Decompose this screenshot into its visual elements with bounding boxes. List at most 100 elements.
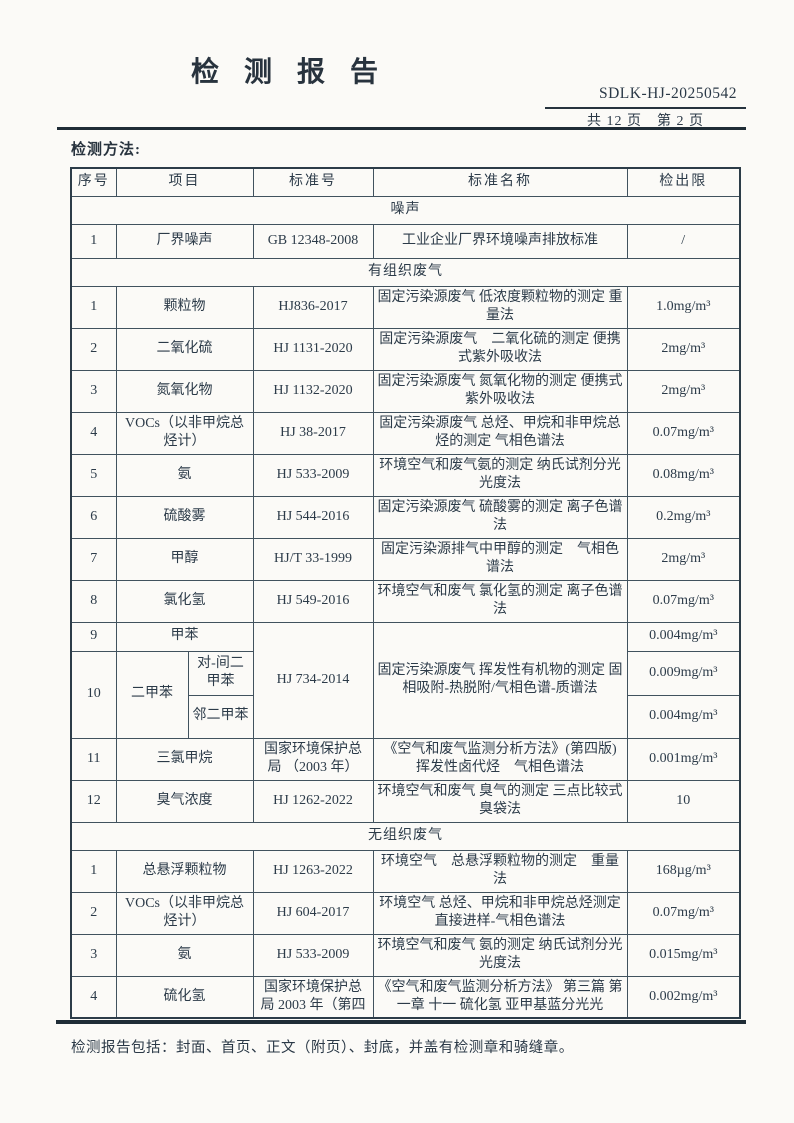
section-row-unorganized: 无组织废气 — [70, 821, 741, 851]
report-number: SDLK-HJ-20250542 — [598, 85, 737, 102]
table-row: 1 颗粒物 HJ836-2017 固定污染源废气 低浓度颗粒物的测定 重量法 1… — [70, 285, 741, 329]
cell-seq: 3 — [70, 933, 117, 977]
cell-seq: 2 — [70, 891, 117, 935]
unorganized-rows: 1 总悬浮颗粒物 HJ 1263-2022 环境空气 总悬浮颗粒物的测定 重量法… — [70, 849, 741, 1019]
cell-limit: 0.004mg/m³ — [626, 694, 741, 739]
cell-item: 厂界噪声 — [115, 223, 254, 259]
table-row: 5 氨 HJ 533-2009 环境空气和废气氨的测定 纳氏试剂分光光度法 0.… — [70, 453, 741, 497]
cell-limit: 0.001mg/m³ — [626, 737, 741, 781]
cell-item: 硫化氢 — [115, 975, 254, 1019]
col-header-limit: 检出限 — [626, 167, 741, 197]
cell-standard-no: 国家环境保护总局 （2003 年） — [252, 737, 374, 781]
cell-seq: 6 — [70, 495, 117, 539]
cell-seq: 12 — [70, 779, 117, 823]
table-row-toluene: 9 甲苯 HJ 734-2014 固定污染源废气 挥发性有机物的测定 固相吸附-… — [70, 621, 741, 739]
cell-limit: 0.07mg/m³ — [626, 411, 741, 455]
cell-item: 氨 — [115, 933, 254, 977]
cell-standard-name: 环境空气 总烃、甲烷和非甲烷总烃测定 直接进样-气相色谱法 — [372, 891, 628, 935]
header-rule-thick — [57, 127, 746, 130]
cell-seq: 4 — [70, 975, 117, 1019]
cell-standard-no: HJ 549-2016 — [252, 579, 374, 623]
cell-standard-no: HJ 1262-2022 — [252, 779, 374, 823]
section-label-noise: 噪声 — [70, 195, 741, 225]
cell-seq: 2 — [70, 327, 117, 371]
table-row: 11 三氯甲烷 国家环境保护总局 （2003 年） 《空气和废气监测分析方法》(… — [70, 737, 741, 781]
col-header-item: 项目 — [115, 167, 254, 197]
table-header-row: 序号 项目 标准号 标准名称 检出限 — [70, 167, 741, 197]
footer-note: 检测报告包括：封面、首页、正文（附页）、封底，并盖有检测章和骑缝章。 — [71, 1040, 574, 1056]
cell-standard-no: 国家环境保护总局 2003 年（第四 — [252, 975, 374, 1019]
cell-item: 二氧化硫 — [115, 327, 254, 371]
methods-table-wrap: 序号 项目 标准号 标准名称 检出限 噪声 1 厂界噪声 G — [70, 167, 741, 1021]
cell-item: 硫酸雾 — [115, 495, 254, 539]
section-row-noise: 噪声 — [70, 195, 741, 225]
cell-item: VOCs（以非甲烷总烃计） — [115, 411, 254, 455]
cell-standard-no: HJ 1131-2020 — [252, 327, 374, 371]
cell-limit: 0.2mg/m³ — [626, 495, 741, 539]
cell-item: VOCs（以非甲烷总烃计） — [115, 891, 254, 935]
col-header-standard-name: 标准名称 — [372, 167, 628, 197]
table-row-xylene-1: 10 二甲苯 对-间二甲苯 0.009mg/m³ — [70, 650, 741, 739]
cell-standard-no: HJ 533-2009 — [252, 453, 374, 497]
cell-standard-no: HJ/T 33-1999 — [252, 537, 374, 581]
table-row-xylene-2: 邻二甲苯 0.004mg/m³ — [71, 694, 741, 739]
organized-rows: 1 颗粒物 HJ836-2017 固定污染源废气 低浓度颗粒物的测定 重量法 1… — [70, 285, 741, 623]
cell-seq: 5 — [70, 453, 117, 497]
cell-item: 总悬浮颗粒物 — [115, 849, 254, 893]
table-row: 1 总悬浮颗粒物 HJ 1263-2022 环境空气 总悬浮颗粒物的测定 重量法… — [70, 849, 741, 893]
cell-limit: 0.07mg/m³ — [626, 579, 741, 623]
cell-seq: 3 — [70, 369, 117, 413]
table-row: 1 厂界噪声 GB 12348-2008 工业企业厂界环境噪声排放标准 / — [70, 223, 741, 259]
voc-merged-group: 9 甲苯 HJ 734-2014 固定污染源废气 挥发性有机物的测定 固相吸附-… — [70, 621, 741, 739]
cell-limit: 168µg/m³ — [626, 849, 741, 893]
table-row: 3 氮氧化物 HJ 1132-2020 固定污染源废气 氮氧化物的测定 便携式紫… — [70, 369, 741, 413]
table-row: 2 二氧化硫 HJ 1131-2020 固定污染源废气 二氧化硫的测定 便携式紫… — [70, 327, 741, 371]
cell-standard-no: HJ836-2017 — [252, 285, 374, 329]
cell-standard-no: HJ 38-2017 — [252, 411, 374, 455]
table-row: 7 甲醇 HJ/T 33-1999 固定污染源排气中甲醇的测定 气相色谱法 2m… — [70, 537, 741, 581]
cell-item: 三氯甲烷 — [115, 737, 254, 781]
cell-limit: 2mg/m³ — [626, 327, 741, 371]
cell-limit: 0.009mg/m³ — [626, 650, 741, 696]
table-row: 8 氯化氢 HJ 549-2016 环境空气和废气 氯化氢的测定 离子色谱法 0… — [70, 579, 741, 623]
cell-standard-name: 固定污染源废气 硫酸雾的测定 离子色谱法 — [372, 495, 628, 539]
footer-rule-thick — [56, 1020, 746, 1024]
cell-standard-no: HJ 604-2017 — [252, 891, 374, 935]
cell-limit: 0.002mg/m³ — [626, 975, 741, 1019]
cell-standard-no: HJ 533-2009 — [252, 933, 374, 977]
table-row: 4 硫化氢 国家环境保护总局 2003 年（第四 《空气和废气监测分析方法》 第… — [70, 975, 741, 1019]
methods-table: 序号 项目 标准号 标准名称 检出限 噪声 1 厂界噪声 G — [70, 167, 741, 1019]
section-label-unorganized: 无组织废气 — [70, 821, 741, 851]
cell-seq: 1 — [70, 223, 117, 259]
cell-standard-name: 固定污染源废气 氮氧化物的测定 便携式紫外吸收法 — [372, 369, 628, 413]
method-heading: 检测方法: — [71, 142, 141, 158]
cell-item: 颗粒物 — [115, 285, 254, 329]
section-label-organized: 有组织废气 — [70, 257, 741, 287]
cell-item: 氨 — [115, 453, 254, 497]
cell-standard-no: HJ 544-2016 — [252, 495, 374, 539]
cell-standard-no: GB 12348-2008 — [252, 223, 374, 259]
organized-tail-rows: 11 三氯甲烷 国家环境保护总局 （2003 年） 《空气和废气监测分析方法》(… — [70, 737, 741, 823]
cell-limit: 10 — [626, 779, 741, 823]
cell-item: 臭气浓度 — [115, 779, 254, 823]
cell-seq: 10 — [70, 650, 117, 739]
cell-subitem: 邻二甲苯 — [187, 694, 254, 739]
cell-limit: 1.0mg/m³ — [626, 285, 741, 329]
cell-limit: 0.08mg/m³ — [626, 453, 741, 497]
table-row: 12 臭气浓度 HJ 1262-2022 环境空气和废气 臭气的测定 三点比较式… — [70, 779, 741, 823]
page-count: 共 12 页 第 2 页 — [587, 114, 704, 129]
cell-limit: 2mg/m³ — [626, 537, 741, 581]
cell-standard-name: 环境空气和废气 氯化氢的测定 离子色谱法 — [372, 579, 628, 623]
cell-seq: 1 — [70, 285, 117, 329]
col-header-seq: 序号 — [70, 167, 117, 197]
cell-standard-name-merged: 固定污染源废气 挥发性有机物的测定 固相吸附-热脱附/气相色谱-质谱法 — [372, 621, 628, 739]
cell-seq: 4 — [70, 411, 117, 455]
cell-standard-name: 环境空气和废气 氨的测定 纳氏试剂分光光度法 — [372, 933, 628, 977]
cell-standard-name: 环境空气 总悬浮颗粒物的测定 重量法 — [372, 849, 628, 893]
cell-standard-name: 环境空气和废气氨的测定 纳氏试剂分光光度法 — [372, 453, 628, 497]
cell-limit: / — [626, 223, 741, 259]
cell-item: 甲苯 — [115, 621, 254, 652]
cell-item: 二甲苯 — [115, 650, 189, 739]
table-row: 3 氨 HJ 533-2009 环境空气和废气 氨的测定 纳氏试剂分光光度法 0… — [70, 933, 741, 977]
